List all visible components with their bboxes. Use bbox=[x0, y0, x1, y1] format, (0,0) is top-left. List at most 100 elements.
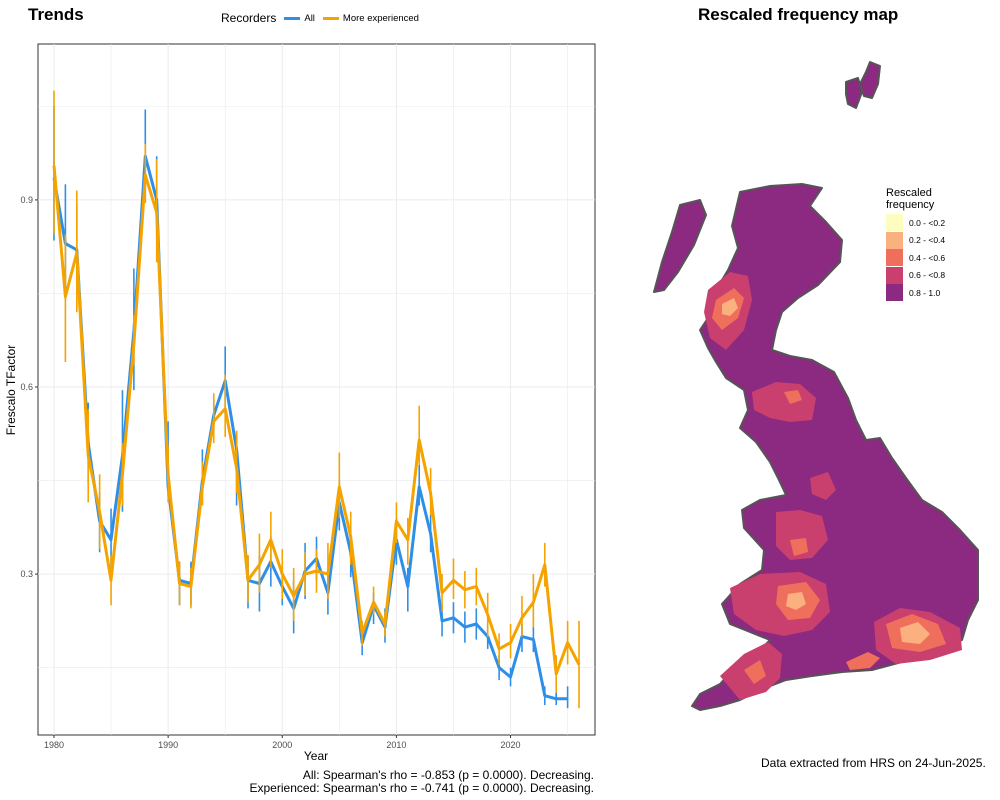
map-patch-south-coast bbox=[846, 652, 880, 670]
x-tick-label: 2020 bbox=[501, 740, 521, 750]
data-point bbox=[64, 295, 67, 298]
map-patch-wales-north-inner bbox=[790, 538, 808, 556]
data-point bbox=[372, 601, 375, 603]
map-patch-wales-north bbox=[776, 510, 828, 560]
y-tick-label: 0.9 bbox=[20, 195, 33, 205]
data-point bbox=[281, 573, 284, 575]
data-point bbox=[247, 579, 249, 582]
data-point bbox=[98, 510, 101, 513]
data-point bbox=[452, 579, 455, 582]
data-point bbox=[498, 666, 500, 669]
legend-swatch-0 bbox=[886, 214, 903, 232]
data-point bbox=[498, 648, 500, 650]
data-point bbox=[338, 485, 341, 488]
data-point bbox=[566, 641, 569, 644]
source-note: Data extracted from HRS on 24-Jun-2025. bbox=[761, 756, 986, 770]
data-point bbox=[395, 520, 398, 522]
trends-chart: 1980 1990 2000 2010 2020 0.3 0.6 0.9 Year Fresc… bbox=[4, 43, 596, 763]
data-point bbox=[464, 626, 466, 628]
data-point bbox=[418, 485, 421, 488]
data-point bbox=[532, 601, 535, 603]
legend-label-all: All bbox=[304, 12, 315, 24]
data-point bbox=[110, 579, 112, 582]
legend-label-more-experienced: More experienced bbox=[342, 12, 419, 24]
data-point bbox=[155, 211, 158, 214]
data-point bbox=[543, 694, 546, 697]
rescaled-frequency-map bbox=[653, 61, 979, 711]
map-legend-title-line1: Rescaled bbox=[886, 187, 932, 199]
map-patch-wales-south-core bbox=[786, 592, 806, 610]
legend-class-label: 0.6 - <0.8 bbox=[909, 270, 946, 281]
data-point bbox=[475, 623, 478, 625]
trends-title: Trends bbox=[28, 5, 84, 24]
x-tick-label: 1980 bbox=[44, 740, 64, 750]
data-point bbox=[76, 252, 78, 254]
data-point bbox=[509, 676, 512, 678]
legend-class-label: 0.2 - <0.4 bbox=[909, 235, 946, 246]
data-point bbox=[349, 535, 352, 538]
map-legend-row: 0.6 - <0.8 bbox=[886, 266, 946, 285]
data-point bbox=[224, 408, 226, 410]
data-point bbox=[429, 492, 432, 494]
legend-key-all bbox=[284, 16, 301, 20]
data-point bbox=[441, 620, 443, 622]
y-tick-label: 0.3 bbox=[20, 569, 33, 579]
map-legend-row: 0.4 - <0.6 bbox=[886, 249, 945, 267]
data-point bbox=[418, 439, 421, 441]
data-point bbox=[121, 473, 124, 476]
map-legend-row: 0.8 - 1.0 bbox=[886, 284, 945, 302]
legend-class-label: 0.0 - <0.2 bbox=[909, 217, 946, 228]
spearman-experienced-note: Experienced: Spearman's rho = -0.741 (p … bbox=[249, 781, 595, 795]
map-orkney bbox=[845, 77, 863, 109]
legend-class-label: 0.4 - <0.6 bbox=[909, 252, 946, 263]
x-axis-title: Year bbox=[304, 749, 328, 763]
data-point bbox=[327, 573, 329, 575]
legend-class-label: 0.8 - 1.0 bbox=[909, 287, 941, 298]
data-point bbox=[521, 616, 523, 619]
y-axis-title: Frescalo TFactor bbox=[4, 345, 18, 435]
data-point bbox=[292, 595, 295, 597]
map-legend-row: 0.0 - <0.2 bbox=[886, 214, 945, 232]
data-point bbox=[178, 582, 181, 585]
series-layer bbox=[52, 90, 581, 709]
plot-panel bbox=[37, 43, 596, 736]
map-patch-southwest-inner bbox=[744, 660, 766, 684]
legend-title: Recorders bbox=[221, 11, 277, 25]
map-legend-title-line2: frequency bbox=[886, 199, 935, 211]
recorders-legend: Recorders All More experienced bbox=[221, 11, 419, 25]
map-patch-west-highlands-core bbox=[722, 298, 738, 316]
data-point bbox=[407, 585, 409, 588]
data-point bbox=[270, 538, 272, 541]
map-patch-weald-core bbox=[900, 622, 930, 644]
map-legend-title: Rescaled frequency bbox=[886, 187, 945, 211]
data-point bbox=[532, 638, 535, 641]
x-tick-label: 2010 bbox=[386, 740, 406, 750]
data-point bbox=[190, 585, 192, 588]
data-point bbox=[87, 454, 90, 457]
map-shetland bbox=[859, 61, 881, 99]
data-point bbox=[258, 563, 261, 566]
data-point bbox=[235, 467, 238, 469]
data-point bbox=[201, 485, 204, 488]
legend-swatch-2 bbox=[886, 249, 903, 267]
data-point bbox=[167, 473, 169, 476]
x-tick-label: 1990 bbox=[158, 740, 178, 750]
data-point bbox=[566, 698, 569, 700]
data-point bbox=[555, 673, 557, 675]
data-point bbox=[144, 174, 147, 176]
data-point bbox=[578, 663, 580, 666]
data-point bbox=[486, 613, 489, 616]
map-patch-lakes bbox=[810, 472, 836, 500]
data-point bbox=[110, 538, 112, 541]
map-title: Rescaled frequency map bbox=[698, 5, 899, 24]
map-patch-southern-uplands-inner bbox=[784, 390, 802, 404]
data-point bbox=[429, 532, 432, 535]
data-point bbox=[315, 570, 318, 572]
legend-swatch-3 bbox=[886, 266, 903, 284]
y-tick-label: 0.6 bbox=[20, 382, 33, 392]
map-outer-hebrides bbox=[653, 199, 707, 293]
data-point bbox=[407, 538, 409, 541]
data-point bbox=[133, 342, 135, 345]
axis-ticks: 1980 1990 2000 2010 2020 0.3 0.6 0.9 bbox=[20, 195, 520, 750]
map-patch-southern-uplands bbox=[752, 382, 816, 422]
